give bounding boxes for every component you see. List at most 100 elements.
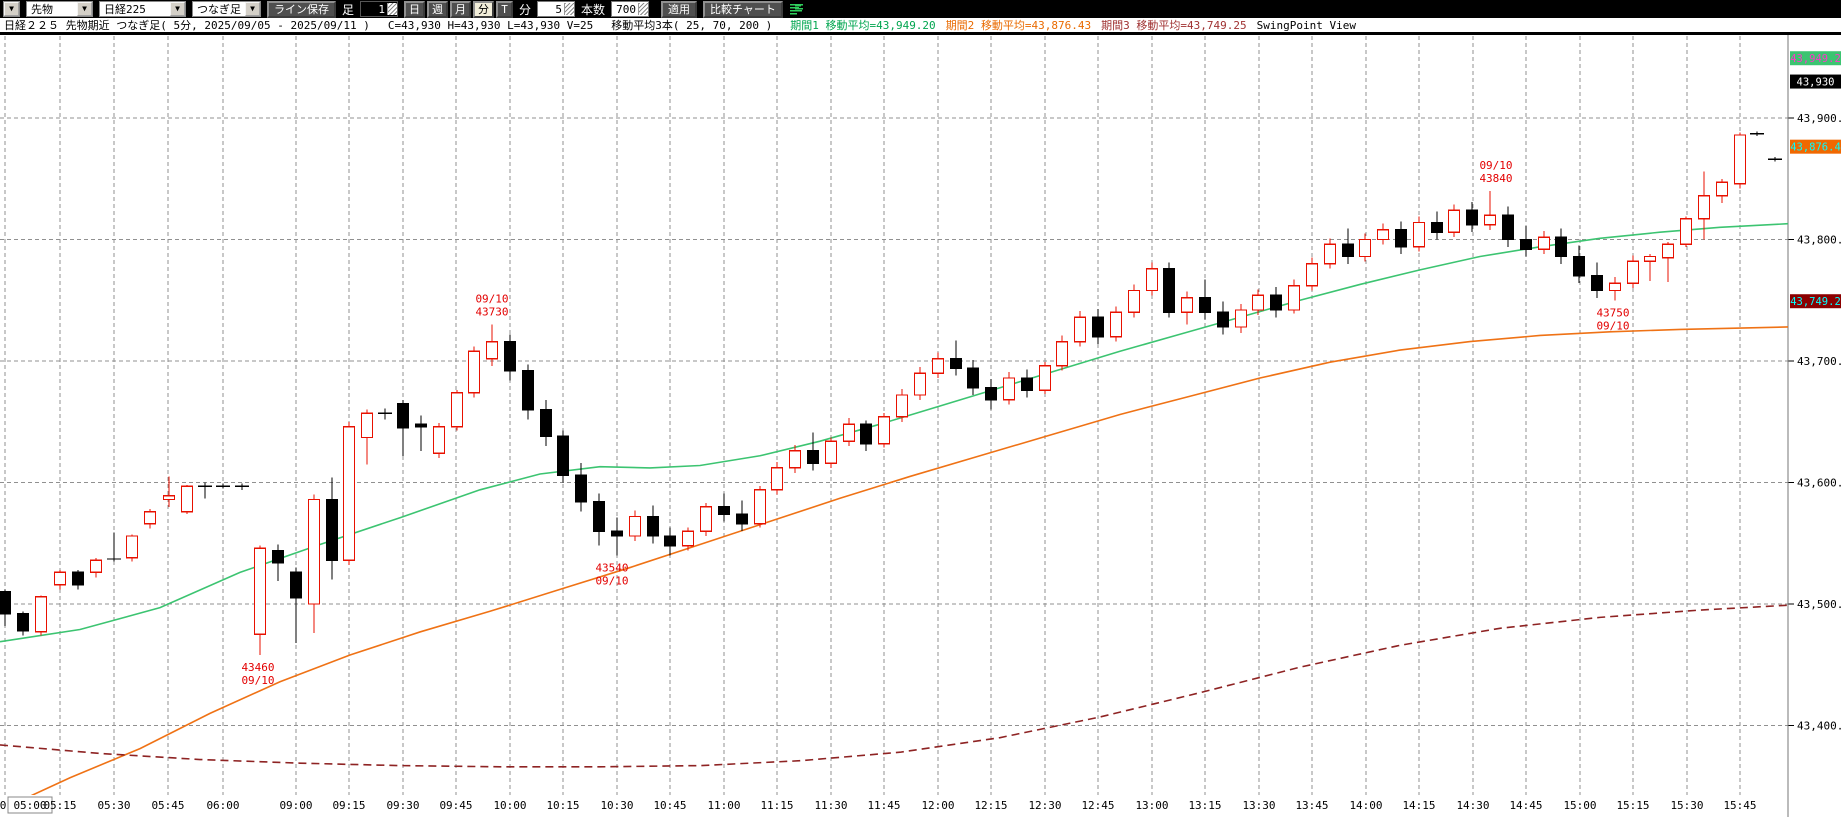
price-badge: 43,876.4	[1790, 139, 1841, 154]
chevron-down-icon[interactable]: ▼	[4, 2, 19, 16]
candle-body	[1465, 209, 1479, 226]
swing-point-text: 43460	[241, 661, 274, 674]
time-axis-label: 15:45	[1723, 799, 1756, 812]
chevron-down-icon[interactable]: ▼	[170, 2, 185, 16]
time-axis-label: 12:45	[1081, 799, 1114, 812]
candle-body	[699, 506, 713, 532]
candle-body	[289, 571, 303, 599]
candle-body	[1020, 377, 1034, 391]
period-button-1[interactable]: 日	[404, 0, 426, 18]
spinner-grip-icon[interactable]	[638, 3, 649, 15]
candle-body	[895, 394, 909, 418]
quote-list-icon[interactable]	[789, 2, 805, 16]
period-button-4[interactable]: 分	[473, 0, 495, 18]
candle-body	[646, 515, 660, 537]
bar-count-input[interactable]: 1	[360, 1, 399, 17]
candle-body	[1358, 238, 1372, 258]
candle-body	[1661, 243, 1675, 259]
candle-body	[574, 474, 588, 503]
candle-body	[1127, 289, 1141, 314]
chart-canvas[interactable]: 43,900.0 43,800.0 43,700.0 43,600.0 43,500.0…	[0, 35, 1841, 817]
time-axis-label: 11:30	[814, 799, 847, 812]
candle-body	[432, 425, 446, 455]
time-axis-label: 10:00	[493, 799, 526, 812]
candle-body	[949, 357, 963, 369]
dropdown-instrument[interactable]: 日経225 ▼	[99, 1, 186, 17]
ohlcv-readout: C=43,930 H=43,930 L=43,930 V=25	[387, 18, 594, 32]
candle-body	[16, 613, 30, 632]
candle-body	[1198, 297, 1212, 314]
apply-button[interactable]: 適用	[661, 0, 698, 18]
candle-body	[1715, 181, 1729, 197]
candle-body	[1234, 309, 1248, 328]
mini-dropdown[interactable]: ▼	[3, 1, 20, 17]
candle-body	[1394, 229, 1408, 248]
spinner-grip-icon[interactable]	[387, 3, 398, 15]
compare-chart-button[interactable]: 比較チャート	[703, 0, 783, 18]
time-axis-label: 11:45	[867, 799, 900, 812]
dropdown-chart-style[interactable]: つなぎ足 ▼	[192, 1, 261, 17]
swing-point-text: 43540	[595, 561, 628, 574]
candle-body	[1073, 316, 1087, 343]
candle-body	[521, 370, 535, 411]
price-badge: 43,949.2	[1790, 51, 1841, 66]
candle-body	[806, 450, 820, 464]
bar-number-input[interactable]: 700	[611, 1, 650, 17]
candle-body	[1305, 263, 1319, 287]
candle-body	[396, 402, 410, 429]
candle-body	[1537, 236, 1551, 250]
time-axis-label: 12:15	[974, 799, 1007, 812]
time-axis-label: 05:45	[151, 799, 184, 812]
price-badge-bg	[1790, 139, 1841, 154]
candle-body	[1733, 134, 1747, 185]
candles	[0, 131, 1782, 656]
candle-body	[1287, 284, 1301, 311]
candle-body	[681, 530, 695, 547]
candle-body	[1430, 221, 1444, 233]
candle-body	[1679, 218, 1693, 246]
dropdown-instrument-type[interactable]: 先物 ▼	[26, 1, 93, 17]
candle-body	[253, 547, 267, 636]
chevron-down-icon[interactable]: ▼	[245, 2, 260, 16]
candle-body	[53, 571, 67, 586]
candle-body	[34, 596, 48, 633]
price-badge: 43,930	[1790, 74, 1841, 89]
candle-body	[180, 485, 194, 513]
bar-number-label: 本数	[581, 2, 606, 17]
candle-body	[1109, 311, 1123, 338]
candle-body	[1554, 236, 1568, 258]
save-lines-button[interactable]: ライン保存	[267, 0, 336, 18]
time-axis-label: 13:00	[1135, 799, 1168, 812]
ma-settings-readout: 移動平均3本( 25, 70, 200 )	[611, 19, 773, 32]
candle-body	[1269, 294, 1283, 311]
y-axis-label: 43,600.0	[1797, 477, 1841, 490]
y-axis-label: 43,400.0	[1797, 720, 1841, 733]
period-button-2[interactable]: 週	[427, 0, 449, 18]
time-axis-label: 15:15	[1616, 799, 1649, 812]
candle-body	[1447, 209, 1461, 233]
candle-body	[1038, 365, 1052, 391]
time-axis-label: 13:15	[1188, 799, 1221, 812]
period-button-5[interactable]: T	[496, 0, 514, 18]
info-bar: 日経２２５ 先物期近 つなぎ足( 5分, 2025/09/05 - 2025/0…	[0, 18, 1841, 35]
candle-body	[877, 416, 891, 445]
candle-body	[503, 340, 517, 372]
time-axis-label: 13:30	[1242, 799, 1275, 812]
candle-body	[1180, 297, 1194, 314]
minutes-input[interactable]: 5	[537, 1, 576, 17]
candle-body	[1697, 195, 1711, 220]
period-button-3[interactable]: 月	[450, 0, 472, 18]
candle-body	[307, 498, 321, 605]
time-axis-label: 12:30	[1028, 799, 1061, 812]
time-axis-label: 11:15	[760, 799, 793, 812]
candle-body	[966, 367, 980, 389]
chevron-down-icon[interactable]: ▼	[77, 2, 92, 16]
candle-body	[663, 535, 677, 547]
spinner-grip-icon[interactable]	[564, 3, 575, 15]
ma1-readout: 期間1 移動平均=43,949.20	[790, 19, 936, 32]
